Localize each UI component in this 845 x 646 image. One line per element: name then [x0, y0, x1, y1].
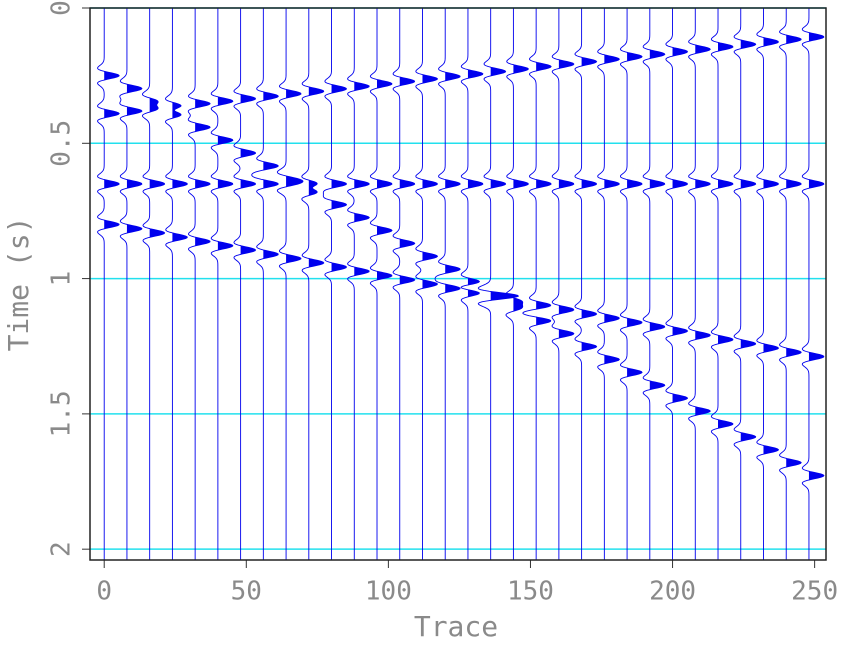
trace-line: [392, 8, 416, 560]
trace-line: [779, 8, 802, 560]
trace: [619, 8, 643, 560]
trace: [733, 8, 757, 560]
y-tick-label: 0: [47, 0, 77, 16]
trace: [522, 8, 552, 560]
trace: [505, 8, 529, 560]
trace: [460, 8, 484, 560]
trace-fill: [422, 8, 438, 560]
trace-fill: [581, 8, 597, 560]
y-tick-label: 1: [47, 271, 77, 287]
trace: [210, 8, 234, 560]
trace-line: [665, 8, 689, 560]
trace-line: [597, 8, 620, 560]
trace: [574, 8, 598, 560]
trace: [141, 8, 166, 560]
trace-line: [415, 8, 439, 560]
trace: [187, 8, 211, 560]
trace-fill: [718, 8, 733, 560]
y-tick-label: 0.5: [47, 120, 77, 167]
trace-line: [119, 8, 143, 560]
trace-line: [97, 8, 120, 560]
trace: [779, 8, 802, 560]
trace-line: [688, 8, 711, 560]
trace-line: [801, 8, 825, 560]
trace: [710, 8, 734, 560]
trace-line: [710, 8, 734, 560]
trace: [688, 8, 711, 560]
trace-line: [233, 8, 257, 560]
x-tick-label: 50: [231, 577, 262, 607]
x-tick-label: 200: [649, 577, 696, 607]
trace: [665, 8, 689, 560]
y-axis-label: Time (s): [2, 217, 35, 352]
trace-line: [522, 8, 552, 560]
trace-line: [460, 8, 484, 560]
trace-line: [619, 8, 643, 560]
trace-line: [477, 8, 520, 560]
x-tick-label: 100: [365, 577, 412, 607]
trace: [276, 8, 304, 560]
trace-line: [505, 8, 529, 560]
trace: [551, 8, 575, 560]
trace-line: [434, 8, 461, 560]
trace-line: [551, 8, 575, 560]
trace-fill: [536, 8, 552, 560]
trace: [434, 8, 461, 560]
trace: [164, 8, 188, 560]
trace-line: [301, 8, 325, 560]
trace: [642, 8, 666, 560]
plot-area: [90, 8, 826, 560]
trace-line: [322, 8, 348, 560]
trace-line: [251, 8, 279, 560]
trace: [415, 8, 439, 560]
plot-frame: [89, 7, 827, 561]
x-tick-label: 0: [96, 577, 112, 607]
trace: [369, 8, 393, 560]
y-tick-label: 1.5: [47, 390, 77, 437]
trace: [392, 8, 416, 560]
trace-line: [187, 8, 211, 560]
trace-fill: [763, 8, 779, 560]
trace: [347, 8, 370, 560]
x-axis-label: Trace: [414, 610, 498, 642]
trace-line: [347, 8, 370, 560]
trace-line: [210, 8, 234, 560]
y-tick-label: 2: [47, 541, 77, 557]
trace: [477, 8, 520, 560]
trace: [597, 8, 620, 560]
trace: [756, 8, 780, 560]
trace-line: [141, 8, 166, 560]
trace: [801, 8, 825, 560]
x-tick-label: 250: [791, 577, 838, 607]
trace: [251, 8, 279, 560]
trace-line: [369, 8, 393, 560]
trace-line: [276, 8, 304, 560]
trace-line: [642, 8, 666, 560]
trace-line: [733, 8, 757, 560]
trace: [233, 8, 257, 560]
trace: [322, 8, 348, 560]
trace: [97, 8, 120, 560]
trace-line: [164, 8, 188, 560]
trace-line: [574, 8, 598, 560]
trace-line: [756, 8, 780, 560]
trace: [301, 8, 325, 560]
trace: [119, 8, 143, 560]
x-tick-label: 150: [507, 577, 554, 607]
